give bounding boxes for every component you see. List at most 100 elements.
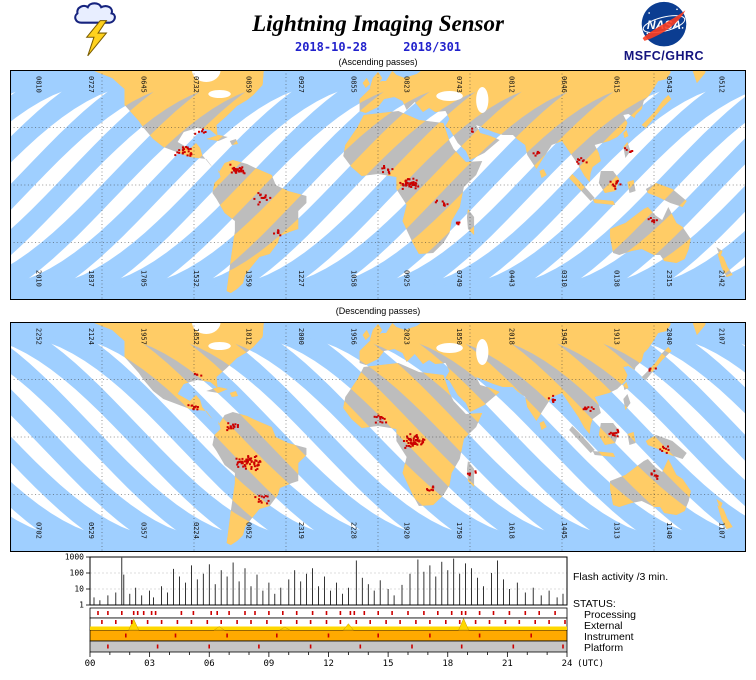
status-row-platform bbox=[89, 640, 568, 653]
svg-text:0812: 0812 bbox=[507, 76, 516, 93]
title-block: Lightning Imaging Sensor bbox=[120, 12, 636, 35]
nasa-logo: NASA bbox=[636, 0, 692, 50]
external-status-spike bbox=[342, 623, 354, 631]
svg-text:1750: 1750 bbox=[455, 522, 464, 539]
ascending-caption: (Ascending passes) bbox=[338, 57, 418, 67]
svg-text:1920: 1920 bbox=[402, 522, 411, 539]
lake bbox=[208, 342, 231, 350]
flash-spikes bbox=[93, 557, 564, 605]
svg-text:1850: 1850 bbox=[455, 328, 464, 345]
platform-marks bbox=[107, 644, 564, 649]
instrument-marks bbox=[125, 633, 532, 638]
status-row-instrument-label: Instrument bbox=[584, 631, 634, 643]
svg-text:0646: 0646 bbox=[560, 76, 569, 93]
x-tick-label: 18 bbox=[442, 659, 453, 669]
svg-text:0855: 0855 bbox=[350, 76, 359, 93]
org-label: MSFC/GHRC bbox=[623, 49, 705, 63]
orbit-ring bbox=[642, 15, 686, 34]
nasa-swoosh bbox=[642, 10, 686, 41]
flash-panel-frame bbox=[89, 556, 568, 606]
lightning-flash-dots bbox=[174, 127, 658, 237]
svg-text:1945: 1945 bbox=[560, 328, 569, 345]
svg-text:1913: 1913 bbox=[613, 328, 622, 345]
svg-text:0925: 0925 bbox=[402, 270, 411, 287]
processing-marks bbox=[97, 611, 556, 615]
lake bbox=[476, 339, 489, 365]
svg-text:0543: 0543 bbox=[665, 76, 674, 93]
x-tick-label: 15 bbox=[383, 659, 394, 669]
svg-text:0749: 0749 bbox=[455, 270, 464, 287]
flash-activity-label: Flash activity /3 min. bbox=[573, 571, 669, 583]
svg-text:2142: 2142 bbox=[718, 270, 727, 287]
svg-text:2315: 2315 bbox=[665, 270, 674, 287]
svg-text:0615: 0615 bbox=[613, 76, 622, 93]
external-marks bbox=[101, 620, 566, 624]
pass-time-labels: 2252 2124 1957 1852 1812 2000 1956 2023 1850 2018… bbox=[34, 328, 727, 539]
svg-text:2010: 2010 bbox=[34, 270, 43, 287]
lake bbox=[208, 90, 231, 98]
lake bbox=[191, 70, 221, 82]
descending-passes-map: 2252 2124 1957 1852 1812 2000 1956 2023 1850 2018… bbox=[10, 322, 746, 552]
lake bbox=[436, 343, 463, 353]
svg-text:0443: 0443 bbox=[507, 270, 516, 287]
y-tick-label: 1000 bbox=[65, 553, 84, 562]
svg-text:0702: 0702 bbox=[34, 522, 43, 539]
svg-text:0529: 0529 bbox=[87, 522, 96, 539]
external-status-spike bbox=[458, 617, 469, 631]
lake bbox=[191, 322, 221, 334]
svg-text:2319: 2319 bbox=[297, 522, 306, 539]
x-tick-label: 12 bbox=[323, 659, 334, 669]
svg-text:1107: 1107 bbox=[718, 522, 727, 539]
svg-text:1359: 1359 bbox=[245, 270, 254, 287]
svg-text:2228: 2228 bbox=[350, 522, 359, 539]
x-tick-label: 06 bbox=[204, 659, 215, 669]
x-tick-label: 03 bbox=[144, 659, 155, 669]
svg-text:2023: 2023 bbox=[402, 328, 411, 345]
status-row-platform-label: Platform bbox=[584, 642, 624, 654]
svg-text:2018: 2018 bbox=[507, 328, 516, 345]
date-doy: 2018/301 bbox=[403, 40, 462, 54]
svg-text:1618: 1618 bbox=[507, 522, 516, 539]
status-row-processing bbox=[89, 607, 568, 619]
page-title: Lightning Imaging Sensor bbox=[252, 11, 504, 36]
y-tick-label: 10 bbox=[74, 585, 84, 594]
cloud-shape bbox=[74, 2, 116, 24]
svg-text:0927: 0927 bbox=[297, 76, 306, 93]
status-row-external-label: External bbox=[584, 620, 623, 632]
svg-text:1812: 1812 bbox=[245, 328, 254, 345]
x-tick-label: 00 bbox=[85, 659, 96, 669]
svg-text:1227: 1227 bbox=[297, 270, 306, 287]
x-tick-label: 09 bbox=[263, 659, 274, 669]
svg-text:0810: 0810 bbox=[34, 76, 43, 93]
svg-text:1705: 1705 bbox=[139, 270, 148, 287]
x-tick-label: 24 bbox=[562, 659, 573, 669]
svg-text:0224: 0224 bbox=[192, 522, 201, 539]
svg-text:0645: 0645 bbox=[139, 76, 148, 93]
ascending-passes-map: 0810 0727 0645 0732 0859 0927 0855 0823 0743 0812… bbox=[10, 70, 746, 300]
pass-time-labels: 0810 0727 0645 0732 0859 0927 0855 0823 0743 0812… bbox=[34, 76, 727, 287]
svg-text:2107: 2107 bbox=[718, 328, 727, 345]
date-line: 2018-10-28 2018/301 bbox=[120, 40, 636, 54]
svg-text:2000: 2000 bbox=[297, 328, 306, 345]
svg-text:1957: 1957 bbox=[139, 328, 148, 345]
svg-text:0052: 0052 bbox=[245, 522, 254, 539]
svg-text:0732: 0732 bbox=[192, 76, 201, 93]
external-status-spike bbox=[213, 626, 225, 631]
x-tick-label: 21 bbox=[502, 659, 513, 669]
y-tick-label: 1 bbox=[79, 601, 84, 610]
svg-text:1058: 1058 bbox=[350, 270, 359, 287]
svg-text:1837: 1837 bbox=[87, 270, 96, 287]
svg-text:0823: 0823 bbox=[402, 76, 411, 93]
external-status-spike bbox=[278, 626, 291, 631]
status-row-processing-label: Processing bbox=[584, 609, 636, 621]
descending-caption: (Descending passes) bbox=[335, 306, 421, 316]
svg-text:0859: 0859 bbox=[245, 76, 254, 93]
svg-text:0727: 0727 bbox=[87, 76, 96, 93]
svg-text:2252: 2252 bbox=[34, 328, 43, 345]
svg-text:1140: 1140 bbox=[665, 522, 674, 539]
lightning-bolt-shape bbox=[85, 20, 108, 57]
svg-text:2040: 2040 bbox=[665, 328, 674, 345]
svg-text:0310: 0310 bbox=[560, 270, 569, 287]
svg-text:1313: 1313 bbox=[613, 522, 622, 539]
